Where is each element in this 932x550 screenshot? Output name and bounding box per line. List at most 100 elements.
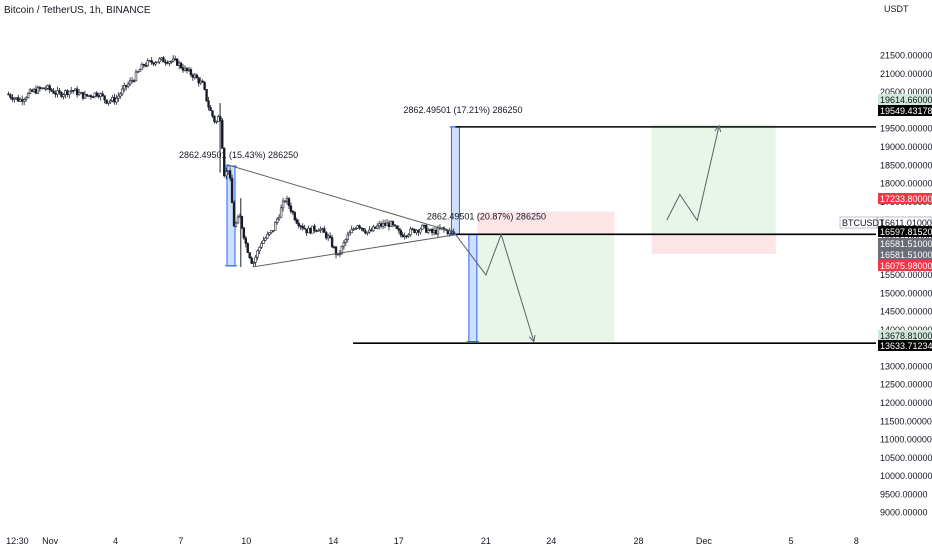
candle-body [360,227,363,230]
candle-body [254,256,257,263]
price-tick-label: 13000.00000 [880,361,932,371]
price-badge-text: 16075.98000 [880,261,932,271]
candle-body [372,226,375,232]
candle-body [119,93,122,97]
candle-body [101,93,104,96]
candle-body [423,224,426,227]
candle-body [95,92,98,97]
candle-body [70,90,73,92]
candle-body [244,237,248,244]
measure-label-3: 2862.49501 (20.87%) 286250 [427,211,546,221]
candle-body [93,92,96,98]
candle-body [148,60,151,62]
candle-body [223,148,226,177]
candle-body [376,225,379,229]
time-tick-label: 24 [546,536,556,546]
candle-body [115,98,118,103]
candle-body [203,82,206,90]
candle-body [232,202,236,227]
candle-body [224,171,228,177]
candle-body [287,198,291,207]
candle-body [142,63,146,66]
candle-body [144,65,147,67]
candle-body [252,262,255,264]
candle-body [64,90,67,95]
candle-body [113,96,116,103]
candle-body [319,228,322,231]
candle-body [352,228,355,231]
candle-body [325,232,328,239]
price-tick-label: 18000.00000 [880,179,932,189]
candle-body [60,92,63,97]
time-tick-label: Dec [696,536,713,546]
price-tick-label: 15000.00000 [880,288,932,298]
candle-body [168,61,171,64]
time-tick-label: 28 [633,536,643,546]
candle-body [150,60,153,63]
candle-body [307,227,310,234]
candle-body [128,80,132,85]
candle-body [285,198,289,202]
price-tick-label: 12500.00000 [880,380,932,390]
candle-body [323,228,326,233]
price-tick-label: 10000.00000 [880,471,932,481]
candle-body [411,228,414,231]
candle-body [17,97,20,102]
candle-body [436,227,440,235]
candle-body [38,87,42,89]
candle-body [381,222,385,227]
candle-body [79,92,83,94]
price-badge-text: 16597.81520 [880,227,932,237]
candle-body [311,225,314,234]
candle-body [317,230,320,232]
candle-body [291,211,295,213]
candle-body [299,225,302,228]
candle-body [387,222,391,227]
candle-body [211,110,214,117]
time-tick-label: 21 [481,536,491,546]
candle-body [73,88,77,92]
candle-body [272,230,275,232]
candle-body [217,116,220,122]
candle-body [258,246,261,252]
price-tick-label: 12000.00000 [880,398,932,408]
candle-body [407,234,410,237]
candle-body [340,245,344,254]
price-badge-stop [878,260,932,271]
candle-body [146,60,149,67]
candle-body [426,230,430,233]
candle-body [350,229,353,234]
price-badge-line [878,226,932,237]
candle-body [332,246,336,249]
candle-body [264,237,267,241]
candle-body [389,221,393,227]
candle-body [99,93,102,97]
candle-body [260,243,263,248]
candle-body [430,229,434,233]
candle-body [26,93,30,99]
candle-body [179,62,183,69]
candle-body [275,218,279,223]
candle-body [356,225,359,229]
price-tick-label: 21000.00000 [880,69,932,79]
time-tick-label: 4 [113,536,118,546]
time-tick-label: 10 [241,536,251,546]
candle-body [52,90,55,94]
candle-body [134,71,138,82]
measure-range-3 [468,233,478,343]
candle-body [391,221,395,226]
projection-path-1 [455,232,533,341]
candle-body [58,90,61,93]
symbol-title: Bitcoin / TetherUS, 1h, BINANCE [4,5,151,16]
candle-body [21,99,24,102]
candle-body [89,95,93,97]
candle-body [354,228,357,230]
candle-body [401,234,404,238]
candle-body [409,228,412,235]
candle-body [246,243,249,253]
candle-body [44,88,47,90]
triangle-upper-line [226,164,456,234]
candle-body [403,235,406,238]
